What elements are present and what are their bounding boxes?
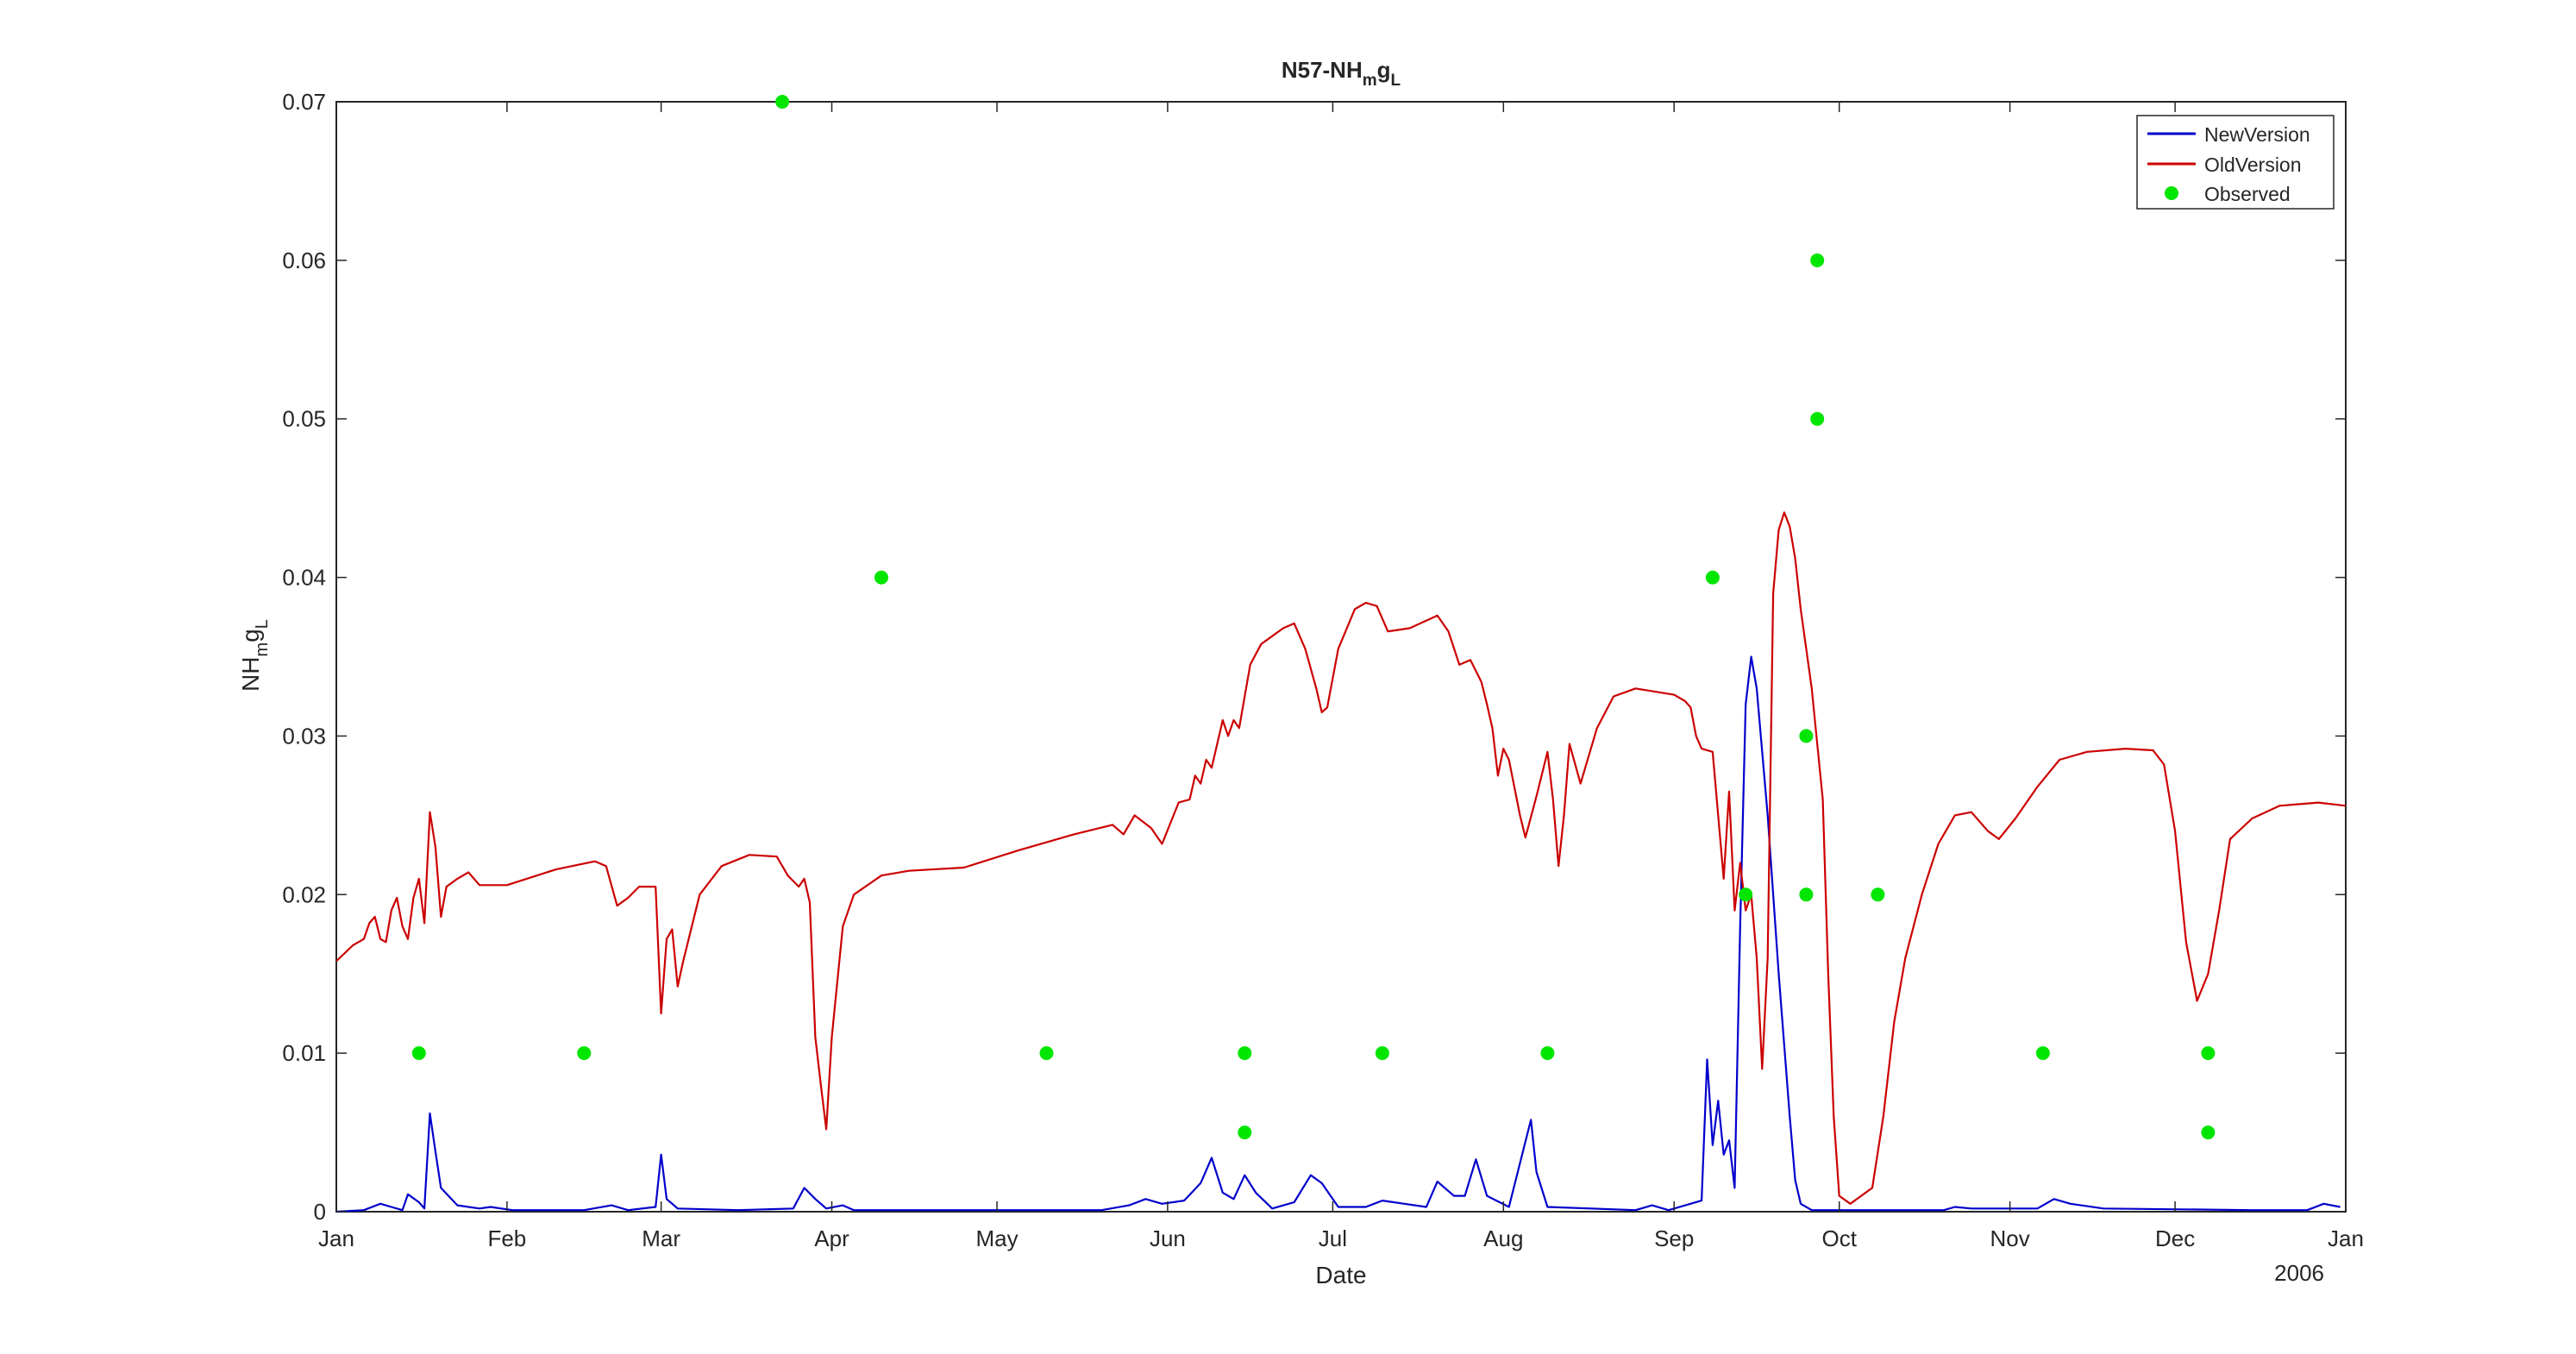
y-tick-label: 0 — [314, 1199, 326, 1225]
x-tick-label: Feb — [487, 1225, 526, 1251]
title-tail: g — [1377, 57, 1391, 83]
chart-title: N57-NHmgL — [1282, 57, 1401, 90]
x-tick-label: Jul — [1319, 1225, 1347, 1251]
observed-point — [874, 570, 888, 585]
series-line-newversion — [336, 655, 2341, 1213]
observed-point — [1705, 570, 1720, 585]
observed-point — [411, 1046, 426, 1061]
x-tick-label: Apr — [814, 1225, 849, 1251]
observed-point — [1799, 887, 1814, 902]
x-tick-label: Sep — [1654, 1225, 1694, 1251]
y-axis: 0 0.01 0.02 0.03 0.04 0.05 0.06 0.07 — [282, 89, 2346, 1225]
observed-point — [1810, 411, 1825, 426]
x-tick-label: Jan — [318, 1225, 354, 1251]
observed-point — [1039, 1046, 1054, 1061]
x-tick-label: Jun — [1150, 1225, 1186, 1251]
series-line-oldversion — [336, 511, 2346, 1205]
title-subscript: m — [1363, 72, 1377, 90]
ylabel-subscript-2: L — [253, 619, 272, 629]
legend-swatch-observed — [2165, 186, 2178, 200]
ylabel-main: NH — [237, 656, 264, 691]
plot-area — [335, 101, 2347, 1213]
observed-point — [1739, 887, 1753, 902]
y-tick-label: 0.03 — [282, 723, 326, 749]
title-main: N57-NH — [1282, 57, 1363, 83]
legend-label-observed: Observed — [2204, 183, 2291, 205]
x-tick-label: Dec — [2155, 1225, 2195, 1251]
series-layer — [336, 95, 2346, 1213]
legend-label-oldversion: OldVersion — [2204, 154, 2302, 176]
title-subscript-2: L — [1391, 72, 1401, 90]
observed-point — [1799, 729, 1814, 743]
observed-point — [1375, 1046, 1389, 1061]
y-tick-label: 0.07 — [282, 89, 326, 115]
year-label: 2006 — [2274, 1260, 2324, 1286]
y-axis-label: NHmgL — [237, 619, 272, 692]
x-axis-label: Date — [1315, 1262, 1366, 1288]
x-tick-label: Aug — [1483, 1225, 1523, 1251]
observed-point — [1238, 1046, 1252, 1061]
observed-point — [1238, 1125, 1252, 1140]
y-tick-label: 0.01 — [282, 1040, 326, 1066]
x-tick-label: Oct — [1821, 1225, 1857, 1251]
observed-point — [2201, 1046, 2216, 1061]
observed-point — [1540, 1046, 1555, 1061]
x-axis: Jan Feb Mar Apr May Jun Jul Aug Sep Oct Nov Dec Jan — [318, 102, 2364, 1251]
x-tick-label: Mar — [642, 1225, 680, 1251]
y-tick-label: 0.02 — [282, 881, 326, 907]
observed-point — [1810, 253, 1825, 267]
observed-point — [2035, 1046, 2050, 1061]
legend-box — [2136, 115, 2335, 210]
ylabel-subscript: m — [253, 643, 272, 657]
y-tick-label: 0.05 — [282, 406, 326, 432]
x-tick-label: Nov — [1990, 1225, 2029, 1251]
x-tick-label: Jan — [2328, 1225, 2364, 1251]
observed-point — [2201, 1125, 2216, 1140]
observed-point — [1871, 887, 1885, 902]
legend-label-newversion: NewVersion — [2204, 123, 2310, 146]
observed-point — [577, 1046, 592, 1061]
ylabel-tail: g — [237, 629, 264, 643]
legend: NewVersion OldVersion Observed — [2136, 115, 2335, 210]
y-tick-label: 0.06 — [282, 248, 326, 273]
y-tick-label: 0.04 — [282, 565, 326, 591]
observed-point — [775, 95, 790, 109]
x-tick-label: May — [975, 1225, 1018, 1251]
